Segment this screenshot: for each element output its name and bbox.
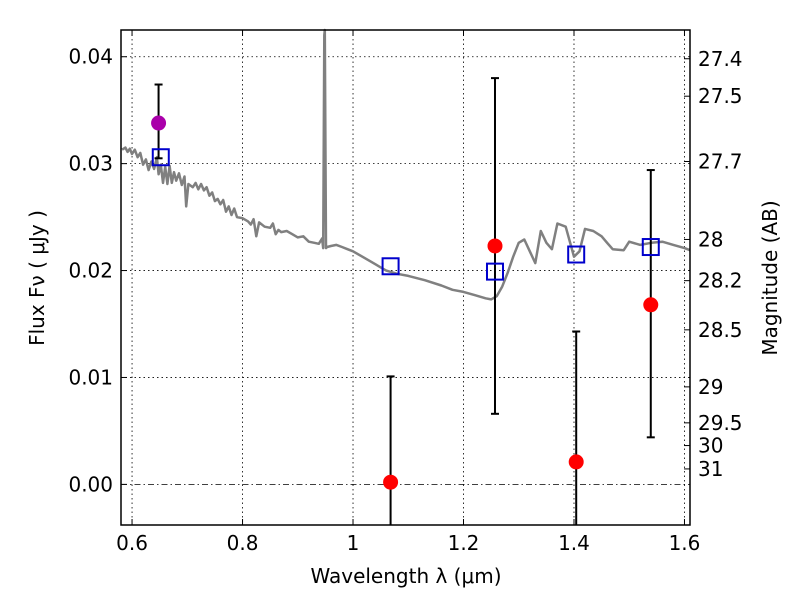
y-tick-label: 0.01: [68, 365, 113, 389]
model-photometry-square: [381, 257, 400, 276]
x-tick-label: 0.8: [227, 531, 259, 555]
observed-point: [487, 238, 503, 254]
model-spectrum: [121, 28, 691, 301]
x-axis-ticks: 0.6 0.8 1 1.2 1.4 1.6: [116, 30, 700, 555]
magnitude-tick-label: 29.5: [698, 411, 743, 435]
model-photometry-squares: [151, 148, 660, 281]
plot-frame: [120, 29, 691, 526]
model-photometry-square: [641, 238, 660, 257]
y-tick-label: 0.03: [68, 152, 113, 176]
spectrum-line: [121, 28, 691, 301]
y-axis-label: Flux Fν ( μJy ): [25, 210, 49, 346]
observed-point: [383, 474, 399, 490]
magnitude-tick-label: 27.5: [698, 84, 743, 108]
magnitude-tick-label: 30: [698, 434, 723, 458]
y-tick-label: 0.02: [68, 259, 113, 283]
magnitude-axis-label: Magnitude (AB): [758, 200, 782, 355]
x-tick-label: 1.6: [669, 531, 701, 555]
magnitude-tick-label: 28.5: [698, 318, 743, 342]
observed-point: [568, 454, 584, 470]
model-photometry-square: [567, 245, 586, 264]
magnitude-tick-label: 27.7: [698, 150, 743, 174]
x-tick-label: 1.4: [558, 531, 590, 555]
model-photometry-square: [485, 262, 504, 281]
observed-points: [151, 115, 659, 490]
observed-point: [151, 115, 167, 131]
magnitude-tick-label: 28: [698, 227, 723, 251]
grid-lines: [121, 30, 690, 525]
magnitude-tick-label: 28.2: [698, 269, 743, 293]
magnitude-tick-label: 27.4: [698, 47, 743, 71]
x-tick-label: 1: [347, 531, 360, 555]
magnitude-tick-label: 29: [698, 375, 723, 399]
x-tick-label: 1.2: [448, 531, 480, 555]
magnitude-tick-label: 31: [698, 457, 723, 481]
x-axis-label: Wavelength λ (μm): [310, 564, 501, 588]
model-photometry-square: [151, 148, 170, 167]
x-tick-label: 0.6: [116, 531, 148, 555]
y-axis-ticks: 0.00 0.01 0.02 0.03 0.04: [68, 45, 127, 496]
y-tick-label: 0.00: [68, 472, 113, 496]
y-tick-label: 0.04: [68, 45, 113, 69]
observed-point: [643, 297, 659, 313]
